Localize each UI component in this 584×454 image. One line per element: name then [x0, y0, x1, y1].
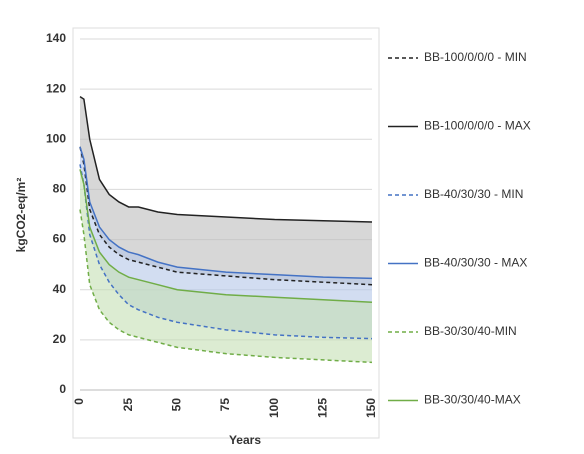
y-tick-label: 40 [53, 282, 67, 296]
legend-label: BB-40/30/30 - MAX [424, 256, 527, 270]
y-tick-label: 60 [53, 232, 67, 246]
band [80, 169, 372, 363]
x-tick-label: 50 [170, 398, 184, 412]
x-tick-label: 75 [218, 398, 232, 412]
y-tick-label: 20 [53, 332, 67, 346]
y-tick-label: 0 [59, 382, 66, 396]
y-tick-label: 100 [46, 131, 66, 145]
x-tick-label: 0 [72, 398, 86, 405]
series-line [79, 146, 373, 286]
x-tick-label: 100 [267, 398, 281, 418]
y-tick-label: 120 [46, 81, 66, 95]
legend-label: BB-100/0/0/0 - MAX [424, 119, 531, 133]
series-line [79, 96, 373, 223]
x-tick-label: 150 [364, 398, 378, 418]
x-axis-label: Years [229, 433, 261, 447]
y-tick-label: 140 [46, 31, 66, 45]
plot-frame [72, 27, 380, 439]
x-tick-label: 125 [316, 398, 330, 418]
legend-label: BB-100/0/0/0 - MIN [424, 50, 527, 64]
series-line [79, 209, 373, 364]
band [80, 96, 372, 285]
y-axis-label: kgCO2-eq/m² [14, 178, 28, 253]
legend-label: BB-40/30/30 - MIN [424, 187, 523, 201]
series-line [79, 169, 373, 303]
series-line [79, 146, 373, 280]
x-tick-label: 25 [121, 398, 135, 412]
legend-label: BB-30/30/40-MIN [424, 324, 517, 338]
y-tick-label: 80 [53, 182, 67, 196]
series-line [79, 164, 373, 340]
legend-label: BB-30/30/40-MAX [424, 393, 521, 407]
